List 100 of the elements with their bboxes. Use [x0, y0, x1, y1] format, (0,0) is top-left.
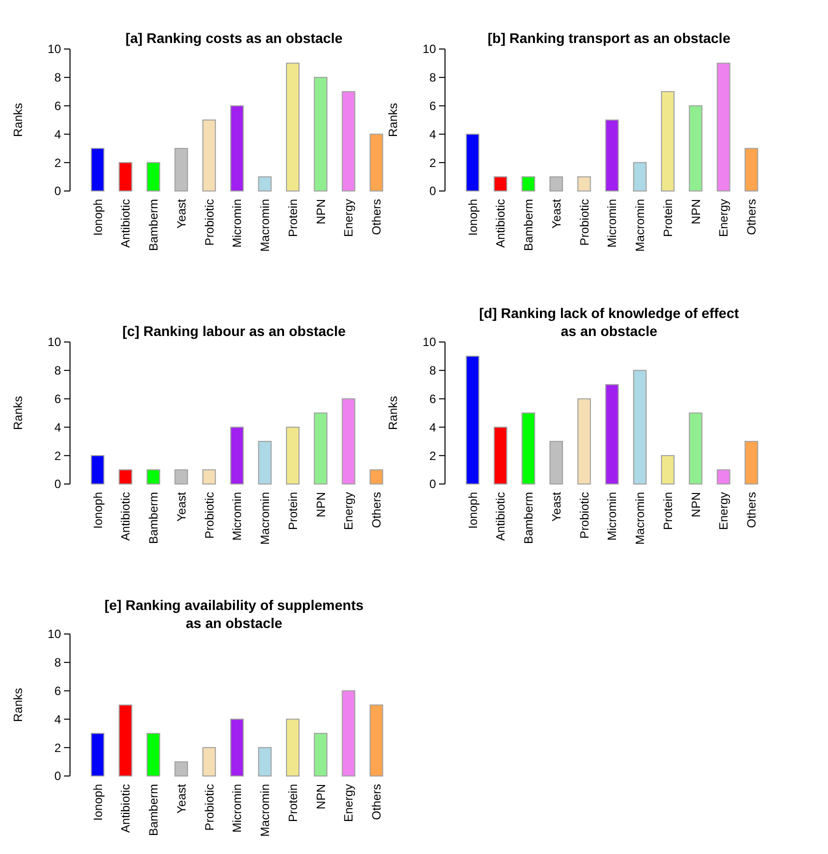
x-tick-label: Probiotic	[202, 199, 216, 246]
x-tick-label: Others	[370, 199, 384, 236]
x-tick-label: Others	[744, 492, 759, 528]
y-tick-label: 10	[48, 627, 62, 642]
bar	[202, 469, 216, 484]
y-tick-label: 4	[429, 127, 436, 142]
x-tick-label: Micromin	[230, 784, 244, 833]
y-tick-label: 2	[54, 448, 62, 463]
bar	[494, 426, 508, 484]
bar	[744, 148, 758, 192]
y-tick-label: 0	[54, 184, 62, 198]
x-tick-label: Ionoph	[90, 199, 105, 236]
x-tick-label: Ionoph	[90, 784, 105, 821]
bar	[314, 412, 328, 484]
y-axis-title: Ranks	[11, 396, 25, 430]
bar	[370, 704, 384, 776]
x-tick-label: Bamberm	[522, 492, 536, 544]
y-tick-label: 2	[429, 156, 436, 170]
bar	[466, 134, 480, 192]
bar	[118, 162, 132, 192]
x-tick-label: Antibiotic	[494, 199, 508, 248]
bar	[494, 176, 508, 192]
bar	[90, 455, 104, 484]
bar	[577, 176, 591, 192]
x-tick-label: Ionoph	[466, 492, 480, 529]
bar	[146, 469, 160, 484]
x-tick-label: Energy	[342, 784, 356, 822]
bar	[342, 398, 356, 484]
y-tick-label: 4	[429, 420, 436, 434]
x-tick-label: NPN	[314, 199, 328, 224]
chart-title: [b] Ranking transport as an obstacle	[488, 30, 731, 46]
bar	[314, 76, 328, 192]
x-tick-label: Probiotic	[202, 492, 216, 539]
bar	[90, 148, 104, 192]
x-tick-label: Yeast	[174, 491, 188, 522]
bar	[688, 105, 702, 192]
y-tick-label: 4	[54, 127, 62, 142]
x-tick-label: Antibiotic	[118, 784, 133, 833]
x-tick-label: Antibiotic	[118, 492, 133, 541]
y-tick-label: 8	[54, 364, 62, 378]
x-tick-label: Micromin	[230, 199, 244, 248]
x-tick-label: NPN	[314, 784, 328, 810]
x-tick-label: Yeast	[549, 491, 564, 522]
y-axis-title: Ranks	[11, 688, 25, 722]
bar	[258, 747, 272, 776]
chart-title: [d] Ranking lack of knowledge of effect as an obstacle	[479, 305, 740, 339]
y-tick-label: 0	[429, 477, 436, 492]
bar	[202, 120, 216, 192]
x-tick-label: Probiotic	[202, 784, 216, 831]
bar	[174, 469, 188, 484]
y-tick-label: 6	[54, 684, 62, 698]
y-axis-title: Ranks	[11, 102, 25, 138]
bar	[744, 440, 758, 484]
bar	[90, 732, 104, 776]
bar	[633, 162, 647, 192]
y-tick-label: 10	[48, 335, 62, 350]
x-tick-label: Macromin	[258, 492, 272, 545]
x-tick-label: NPN	[688, 199, 703, 224]
x-tick-label: Energy	[716, 492, 731, 530]
bar	[230, 426, 244, 484]
bar	[258, 176, 272, 192]
x-tick-label: Energy	[342, 199, 356, 238]
y-tick-label: 2	[54, 740, 62, 755]
y-tick-label: 10	[48, 42, 62, 56]
x-tick-label: Bamberm	[146, 199, 161, 252]
y-tick-label: 0	[54, 769, 62, 784]
bar	[286, 718, 300, 776]
y-tick-label: 0	[54, 477, 62, 492]
bar	[286, 62, 300, 192]
x-tick-label: Yeast	[174, 783, 188, 814]
bar	[370, 469, 384, 484]
bar	[466, 356, 480, 484]
x-tick-label: Micromin	[230, 492, 244, 541]
x-tick-label: Energy	[342, 492, 356, 530]
bar	[258, 440, 272, 484]
x-tick-label: Bamberm	[522, 199, 536, 252]
x-tick-label: Protein	[660, 199, 675, 238]
bar	[314, 732, 328, 776]
y-axis-title: Ranks	[386, 396, 400, 430]
y-tick-label: 4	[54, 420, 62, 434]
y-tick-label: 0	[429, 184, 436, 198]
y-tick-label: 6	[429, 99, 436, 113]
y-tick-label: 8	[429, 70, 436, 85]
bar	[230, 718, 244, 776]
bar	[716, 469, 730, 484]
x-tick-label: Others	[744, 199, 759, 236]
x-tick-label: Ionoph	[466, 199, 480, 236]
bar	[230, 105, 244, 192]
x-tick-label: Macromin	[633, 199, 648, 252]
x-tick-label: Micromin	[605, 199, 620, 248]
y-tick-label: 8	[54, 70, 62, 85]
x-tick-label: Micromin	[605, 492, 620, 541]
bar	[522, 412, 536, 484]
x-tick-label: Antibiotic	[494, 492, 508, 541]
chart-title: [a] Ranking costs as an obstacle	[125, 30, 343, 46]
bar	[577, 398, 591, 484]
bar	[146, 162, 160, 192]
x-tick-label: Bamberm	[146, 784, 161, 836]
bar	[549, 176, 564, 192]
bar	[174, 761, 188, 776]
